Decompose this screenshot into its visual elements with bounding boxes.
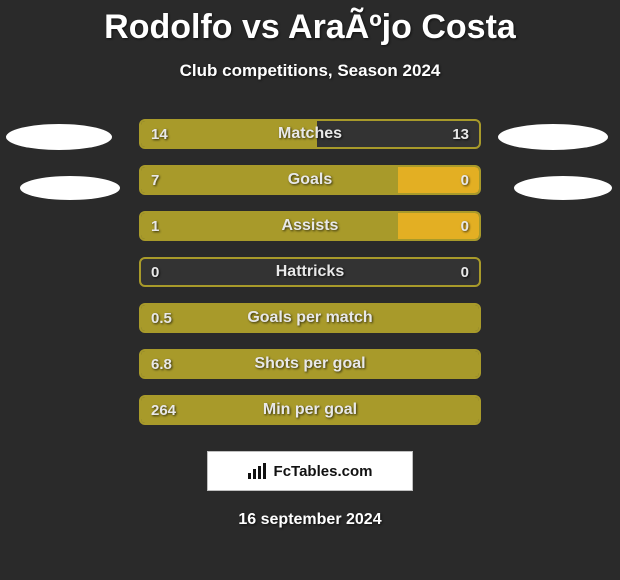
stat-label: Shots per goal bbox=[141, 351, 479, 377]
stat-value-right: 0 bbox=[461, 259, 469, 285]
stat-row: 6.8Shots per goal bbox=[139, 349, 481, 379]
stat-row: 1Assists0 bbox=[139, 211, 481, 241]
stat-value-right: 0 bbox=[461, 167, 469, 193]
stat-label: Matches bbox=[141, 121, 479, 147]
decorative-ellipse bbox=[6, 124, 112, 150]
stat-label: Min per goal bbox=[141, 397, 479, 423]
stat-row: 7Goals0 bbox=[139, 165, 481, 195]
stat-value-right: 13 bbox=[452, 121, 469, 147]
badge-text: FcTables.com bbox=[274, 463, 373, 480]
stat-label: Goals bbox=[141, 167, 479, 193]
stat-row: 264Min per goal bbox=[139, 395, 481, 425]
decorative-ellipse bbox=[498, 124, 608, 150]
subtitle: Club competitions, Season 2024 bbox=[0, 61, 620, 81]
stat-row: 14Matches13 bbox=[139, 119, 481, 149]
stat-label: Goals per match bbox=[141, 305, 479, 331]
stat-row: 0Hattricks0 bbox=[139, 257, 481, 287]
page-title: Rodolfo vs AraÃºjo Costa bbox=[0, 0, 620, 47]
decorative-ellipse bbox=[514, 176, 612, 200]
stat-row: 0.5Goals per match bbox=[139, 303, 481, 333]
stat-value-right: 0 bbox=[461, 213, 469, 239]
stats-container: 14Matches137Goals01Assists00Hattricks00.… bbox=[139, 119, 481, 425]
date-text: 16 september 2024 bbox=[0, 511, 620, 529]
chart-icon bbox=[248, 463, 268, 479]
stat-label: Hattricks bbox=[141, 259, 479, 285]
decorative-ellipse bbox=[20, 176, 120, 200]
source-badge[interactable]: FcTables.com bbox=[207, 451, 413, 491]
stat-label: Assists bbox=[141, 213, 479, 239]
